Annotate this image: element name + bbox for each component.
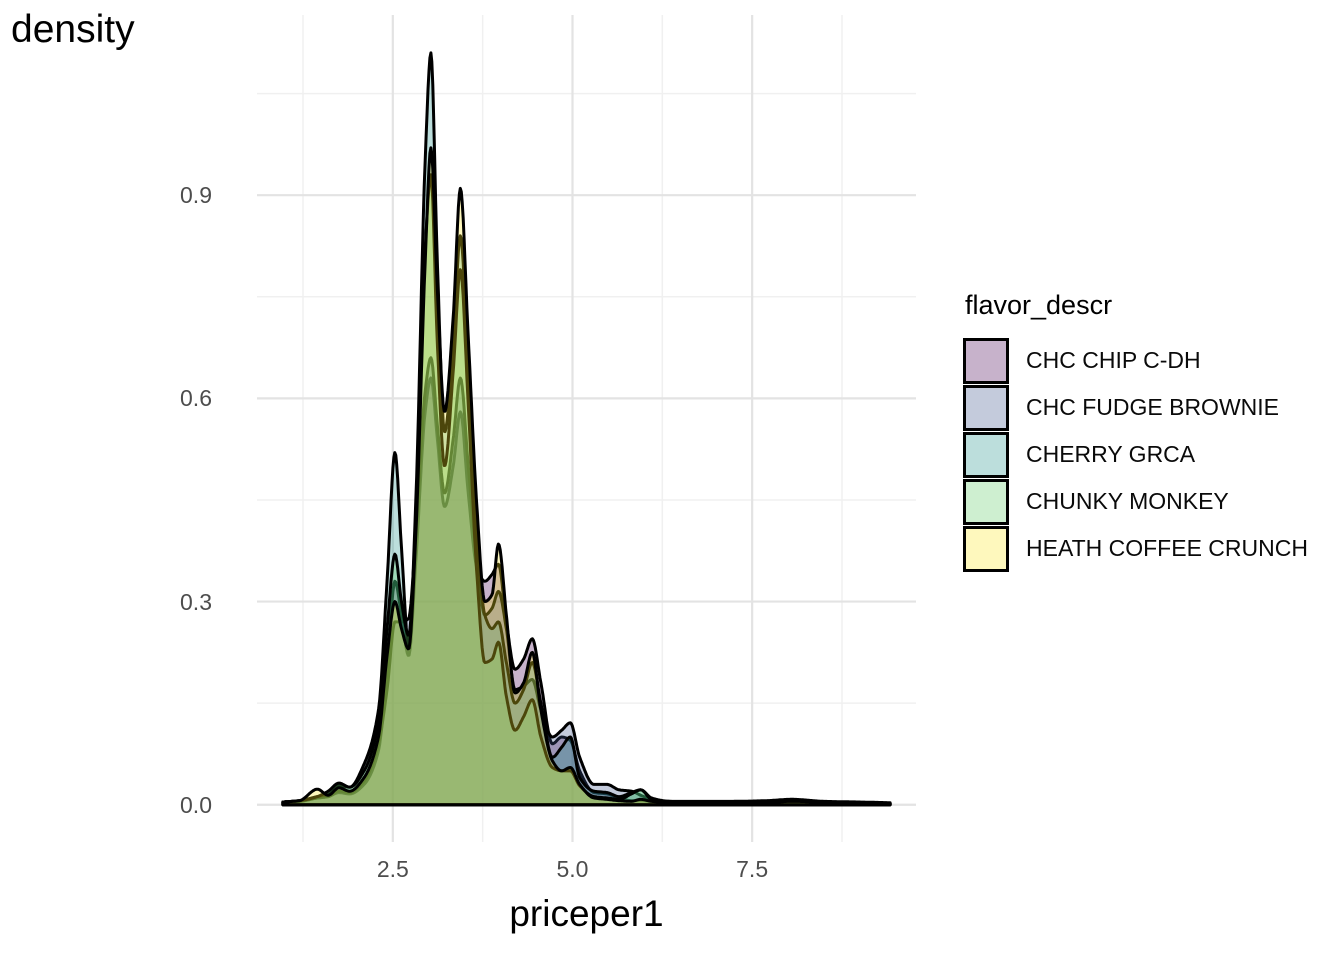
- legend-label: HEATH COFFEE CRUNCH: [1026, 535, 1308, 561]
- y-tick-label: 0.9: [180, 182, 212, 209]
- legend-item: CHC FUDGE BROWNIE: [963, 384, 1308, 431]
- y-tick-label: 0.0: [180, 791, 212, 818]
- y-axis-title: density: [11, 8, 135, 51]
- legend-swatch: [963, 478, 1009, 525]
- density-curve-cherry-grca: [281, 51, 892, 807]
- legend-item: HEATH COFFEE CRUNCH: [963, 525, 1308, 572]
- legend-swatch: [963, 431, 1009, 478]
- x-tick-label: 5.0: [556, 856, 589, 882]
- density-curve-heath-coffee-crunch: [281, 146, 892, 807]
- y-tick-label: 0.6: [180, 385, 212, 412]
- x-tick-label: 7.5: [736, 856, 769, 882]
- legend-label: CHUNKY MONKEY: [1026, 488, 1229, 514]
- legend-item: CHUNKY MONKEY: [963, 478, 1308, 525]
- legend-item: CHERRY GRCA: [963, 431, 1308, 478]
- legend-label: CHC CHIP C-DH: [1026, 347, 1201, 373]
- legend-label: CHERRY GRCA: [1026, 441, 1196, 467]
- legend-label: CHC FUDGE BROWNIE: [1026, 394, 1279, 420]
- legend-items: CHC CHIP C-DH CHC FUDGE BROWNIE CHERRY GRC…: [963, 337, 1308, 572]
- legend: flavor_descr CHC CHIP C-DH CHC FUDGE BROW…: [963, 290, 1308, 572]
- legend-swatch: [963, 525, 1009, 572]
- y-tick-label: 0.3: [180, 588, 212, 615]
- legend-swatch: [963, 384, 1009, 431]
- x-tick-label: 2.5: [376, 856, 409, 882]
- legend-item: CHC CHIP C-DH: [963, 337, 1308, 384]
- legend-swatch: [963, 337, 1009, 384]
- density-curve-chunky-monkey: [281, 173, 892, 807]
- x-axis-title: priceper1: [509, 893, 664, 934]
- legend-title: flavor_descr: [965, 290, 1113, 320]
